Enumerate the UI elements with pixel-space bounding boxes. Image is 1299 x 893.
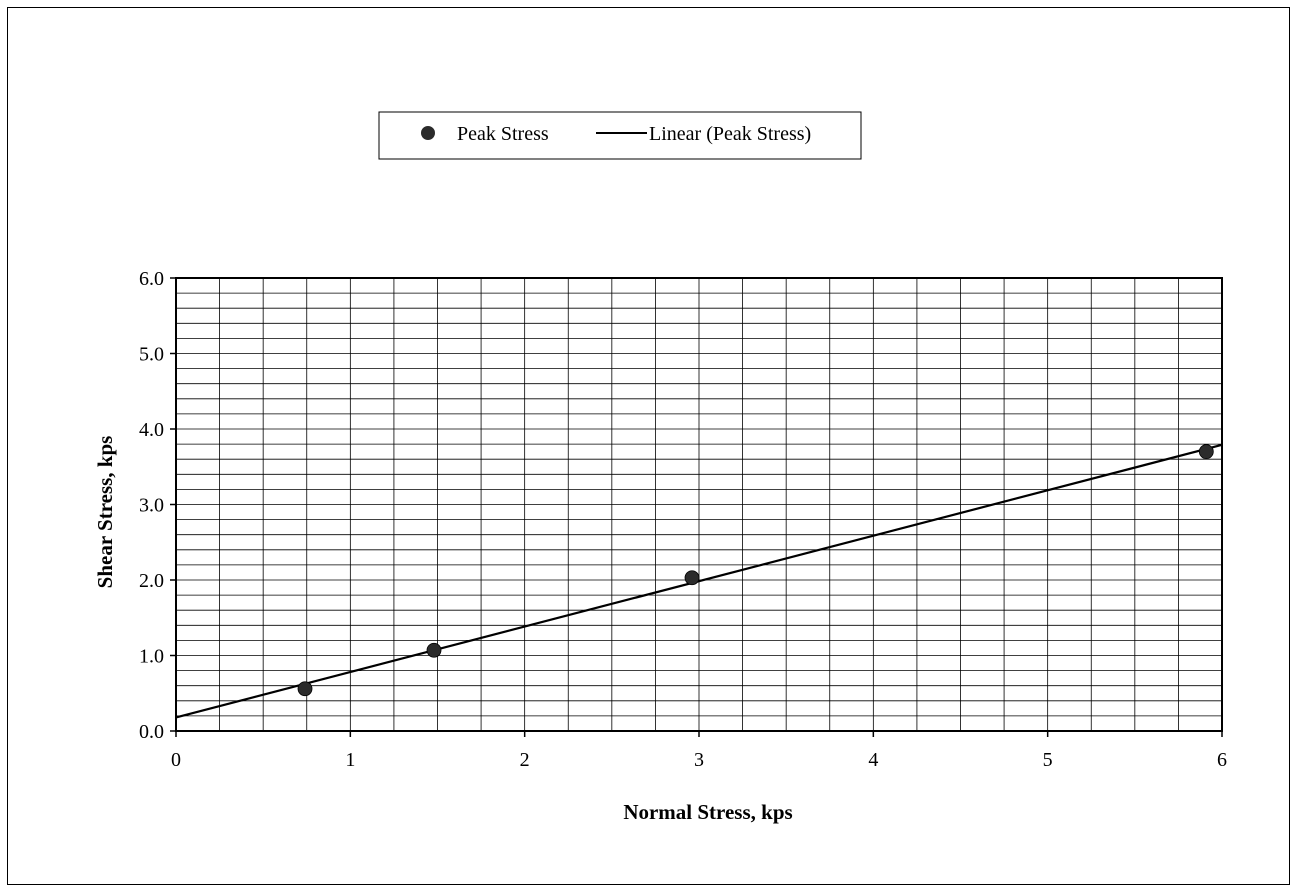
- y-tick-labels: 0.0 1.0 2.0 3.0 4.0 5.0 6.0: [139, 268, 176, 743]
- legend-label-peak-stress: Peak Stress: [457, 123, 549, 145]
- y-tick-label: 5.0: [139, 344, 164, 366]
- shear-stress-chart: 0 1 2 3 4 5 6 0.0 1.0 2.0 3.0 4.0 5.0 6.0 Normal Str…: [93, 111, 1227, 824]
- y-tick-label: 4.0: [139, 419, 164, 441]
- points-layer: [297, 444, 1214, 697]
- y-tick-label: 3.0: [139, 495, 164, 517]
- y-tick-label: 0.0: [139, 721, 164, 743]
- legend: Peak Stress Linear (Peak Stress): [378, 111, 862, 160]
- y-tick-label: 1.0: [139, 646, 164, 668]
- legend-label-linear-peak-stress: Linear (Peak Stress): [649, 123, 811, 145]
- x-tick-label: 0: [171, 749, 181, 771]
- legend-marker-peak-stress: [421, 126, 435, 140]
- y-tick-label: 6.0: [139, 268, 164, 290]
- x-axis-title: Normal Stress, kps: [623, 800, 792, 824]
- y-axis-title: Shear Stress, kps: [93, 436, 117, 589]
- chart-frame: 0 1 2 3 4 5 6 0.0 1.0 2.0 3.0 4.0 5.0 6.0 Normal Str…: [7, 7, 1290, 885]
- x-tick-label: 1: [345, 749, 355, 771]
- x-tick-label: 2: [520, 749, 530, 771]
- x-tick-label: 5: [1043, 749, 1053, 771]
- x-tick-label: 6: [1217, 749, 1227, 771]
- x-tick-label: 4: [868, 749, 878, 771]
- x-tick-labels: 0 1 2 3 4 5 6: [171, 731, 1227, 771]
- data-point-peak-stress: [1198, 444, 1214, 460]
- legend-box: [378, 111, 862, 160]
- y-tick-label: 2.0: [139, 570, 164, 592]
- x-tick-label: 3: [694, 749, 704, 771]
- data-point-peak-stress: [684, 570, 700, 586]
- trendline-linear-peak-stress: [175, 443, 1223, 719]
- data-point-peak-stress: [426, 642, 442, 658]
- data-point-peak-stress: [297, 681, 313, 697]
- trendline-layer: [175, 443, 1223, 719]
- grid-layer: [176, 278, 1222, 731]
